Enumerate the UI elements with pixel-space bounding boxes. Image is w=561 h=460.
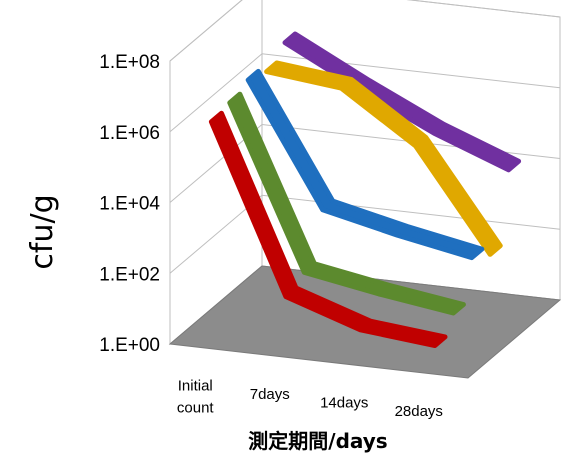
x-tick-label: 28days [395, 403, 443, 420]
x-tick-line: 28days [395, 403, 443, 420]
y-tick-label: 1.E+00 [99, 335, 160, 356]
y-axis-label: cfu/g [25, 194, 60, 269]
x-tick-label: 14days [320, 394, 368, 411]
y-tick-labels: 1.E+00 1.E+02 1.E+04 1.E+06 1.E+08 [99, 52, 160, 356]
x-axis-label: 測定期間/days [248, 429, 387, 453]
x-tick-line: Initial [178, 377, 213, 394]
gridline [169, 0, 561, 62]
x-tick-label: 7days [250, 386, 290, 403]
series-ribbon-2 [227, 91, 466, 316]
series-lines [208, 31, 522, 348]
y-tick-label: 1.E+08 [99, 52, 160, 73]
y-tick-label: 1.E+06 [99, 123, 160, 144]
x-tick-labels: Initial count 7days 14days 28days [177, 377, 443, 420]
gridline [169, 194, 561, 274]
y-tick-label: 1.E+04 [99, 194, 160, 215]
x-tick-line: 7days [250, 386, 290, 403]
series-ribbon-4 [264, 60, 503, 257]
series-ribbon-3 [245, 68, 485, 261]
x-tick-line: count [177, 399, 215, 416]
y-tick-label: 1.E+02 [99, 264, 160, 285]
series-ribbon-1 [208, 110, 448, 348]
x-tick-label: Initial count [177, 377, 215, 416]
x-tick-line: 14days [320, 394, 368, 411]
gridline [169, 53, 561, 133]
